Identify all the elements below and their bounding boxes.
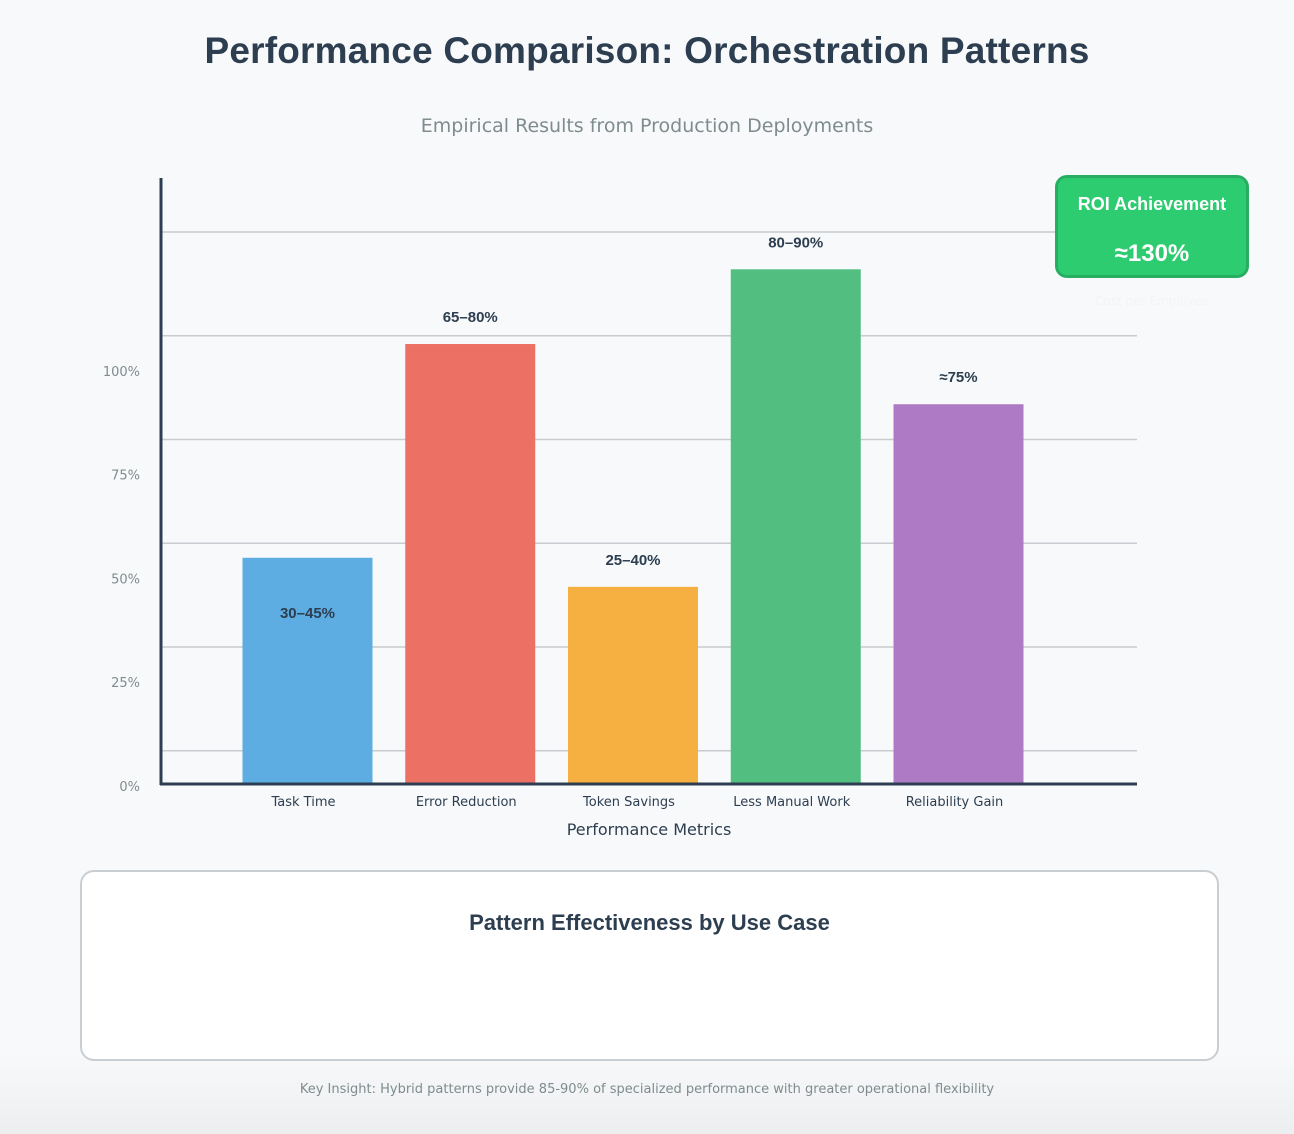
data-label: 30–45% [280,605,335,622]
roi-value: ≈130% [1114,240,1190,267]
x-tick-label: Reliability Gain [906,795,1004,810]
roi-title: ROI Achievement [1077,194,1227,214]
bar [730,269,861,784]
x-axis-title: Performance Metrics [567,820,732,839]
x-tick-label: Less Manual Work [733,795,850,810]
bar [242,557,373,784]
panel-title: Pattern Effectiveness by Use Case [469,910,830,935]
roi-note: Cost per Employee [1095,294,1209,308]
data-label: 80–90% [768,234,823,251]
x-tick-label: Token Savings [582,795,675,810]
y-tick-label: 0% [119,780,140,795]
y-tick-label: 75% [111,469,140,484]
bar [568,586,698,784]
label-layer: 0% 25% 50% 75% 100% Task Time 30–45% Error Redu… [103,234,1003,810]
y-tick-label: 100% [103,365,140,380]
y-tick-label: 25% [111,676,140,691]
chart-title: Performance Comparison: Orchestration Pa… [204,30,1090,71]
data-label: 65–80% [443,309,498,326]
roi-card: ROI Achievement ≈130% [1055,175,1249,278]
bar-layer [242,269,1024,784]
chart-subtitle: Empirical Results from Production Deploy… [420,115,874,137]
bar-chart: 0% 25% 50% 75% 100% Task Time 30–45% Error Redu… [103,178,1137,839]
x-tick-label: Error Reduction [416,795,517,810]
data-label: ≈75% [939,369,977,386]
bar [405,344,536,784]
key-insight: Key Insight: Hybrid patterns provide 85-… [299,1082,995,1097]
y-tick-label: 50% [111,572,140,587]
data-label: 25–40% [605,552,660,569]
effectiveness-panel: Pattern Effectiveness by Use Case [80,870,1219,1061]
x-tick-label: Task Time [270,795,335,810]
bar [893,404,1024,784]
